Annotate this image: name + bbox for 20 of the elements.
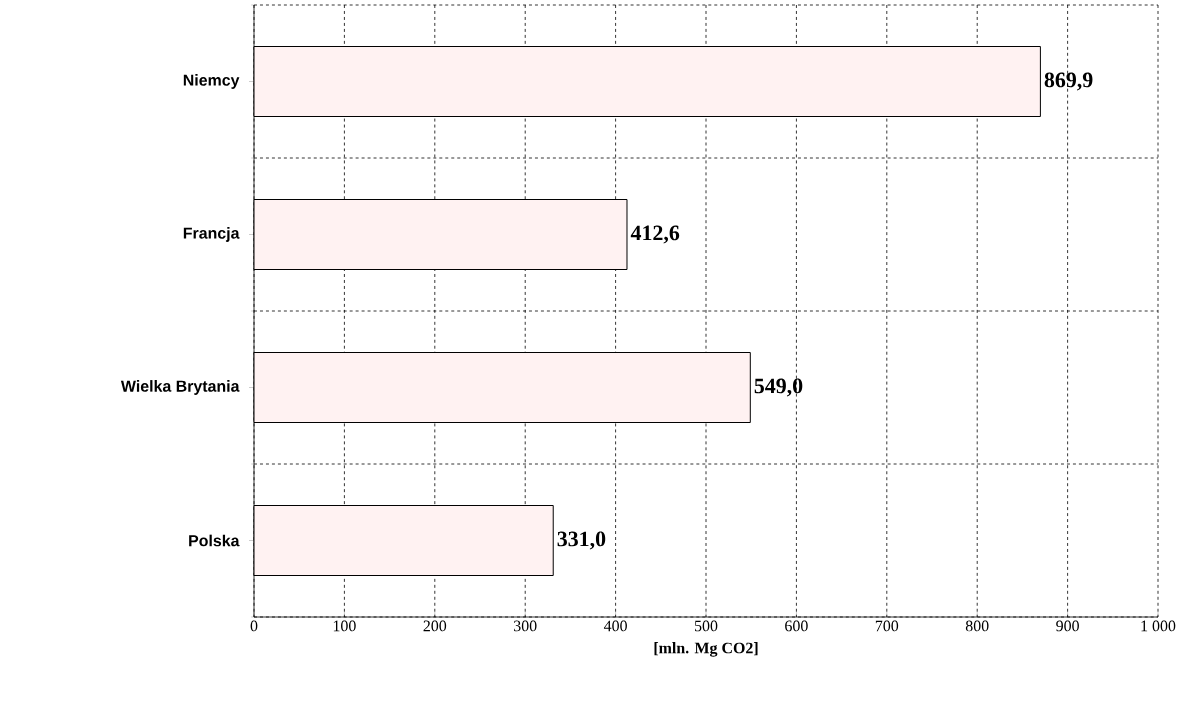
data-label: 549,0 bbox=[754, 378, 803, 397]
x-tick-label: 200 bbox=[423, 620, 447, 632]
x-tick-label: 400 bbox=[603, 620, 627, 632]
x-tick-label: 1 000 bbox=[1141, 620, 1176, 632]
x-axis-title: [mln. Mg CO2] bbox=[654, 642, 758, 657]
y-tick-label: Polska bbox=[189, 534, 240, 547]
data-label: 412,6 bbox=[630, 225, 680, 244]
y-tick-label: Niemcy bbox=[183, 74, 240, 89]
y-tick-label: Wielka Brytania bbox=[120, 380, 240, 395]
x-tick-label: 900 bbox=[1056, 620, 1079, 632]
x-tick-label: 300 bbox=[514, 620, 537, 632]
x-tick-label: 700 bbox=[875, 620, 899, 632]
x-tick-label: 800 bbox=[965, 620, 989, 632]
data-label: 331,0 bbox=[557, 531, 606, 550]
x-tick-label: 100 bbox=[333, 620, 356, 632]
x-tick-label: 0 bbox=[250, 620, 258, 632]
y-tick-label: Francja bbox=[183, 227, 240, 242]
data-label: 869,9 bbox=[1044, 72, 1093, 91]
x-tick-label: 500 bbox=[694, 620, 718, 632]
x-tick-label: 600 bbox=[785, 620, 808, 632]
